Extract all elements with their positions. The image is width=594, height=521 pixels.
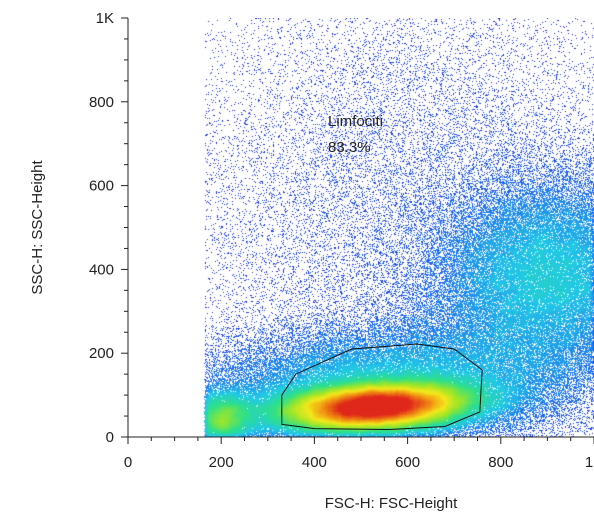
- axes: 0 200 400 600 800 1K 0 200 400 600 800 1K: [89, 10, 594, 471]
- gate-name: Limfociti: [328, 113, 383, 130]
- y-tick-label: 200: [89, 345, 114, 362]
- gate-polygon: [281, 343, 483, 431]
- gates: Limfociti 83.3%: [281, 113, 483, 431]
- x-tick-label: 600: [395, 454, 420, 471]
- density-canvas: [128, 18, 594, 437]
- x-tick-label: 200: [209, 454, 234, 471]
- density-dots: [128, 18, 594, 437]
- gate-percent: 83.3%: [328, 139, 371, 156]
- y-tick-label: 800: [89, 94, 114, 111]
- x-tick-label: 400: [302, 454, 327, 471]
- x-tick-label: 0: [124, 454, 132, 471]
- y-tick-label: 400: [89, 261, 114, 278]
- y-axis-label: SSC-H: SSC-Height: [29, 160, 46, 295]
- x-tick-label: 800: [488, 454, 513, 471]
- x-tick-label: 1K: [585, 454, 594, 471]
- x-axis-label: FSC-H: FSC-Height: [325, 495, 458, 512]
- y-tick-label: 1K: [96, 10, 114, 27]
- y-tick-label: 0: [106, 429, 114, 446]
- y-tick-label: 600: [89, 178, 114, 195]
